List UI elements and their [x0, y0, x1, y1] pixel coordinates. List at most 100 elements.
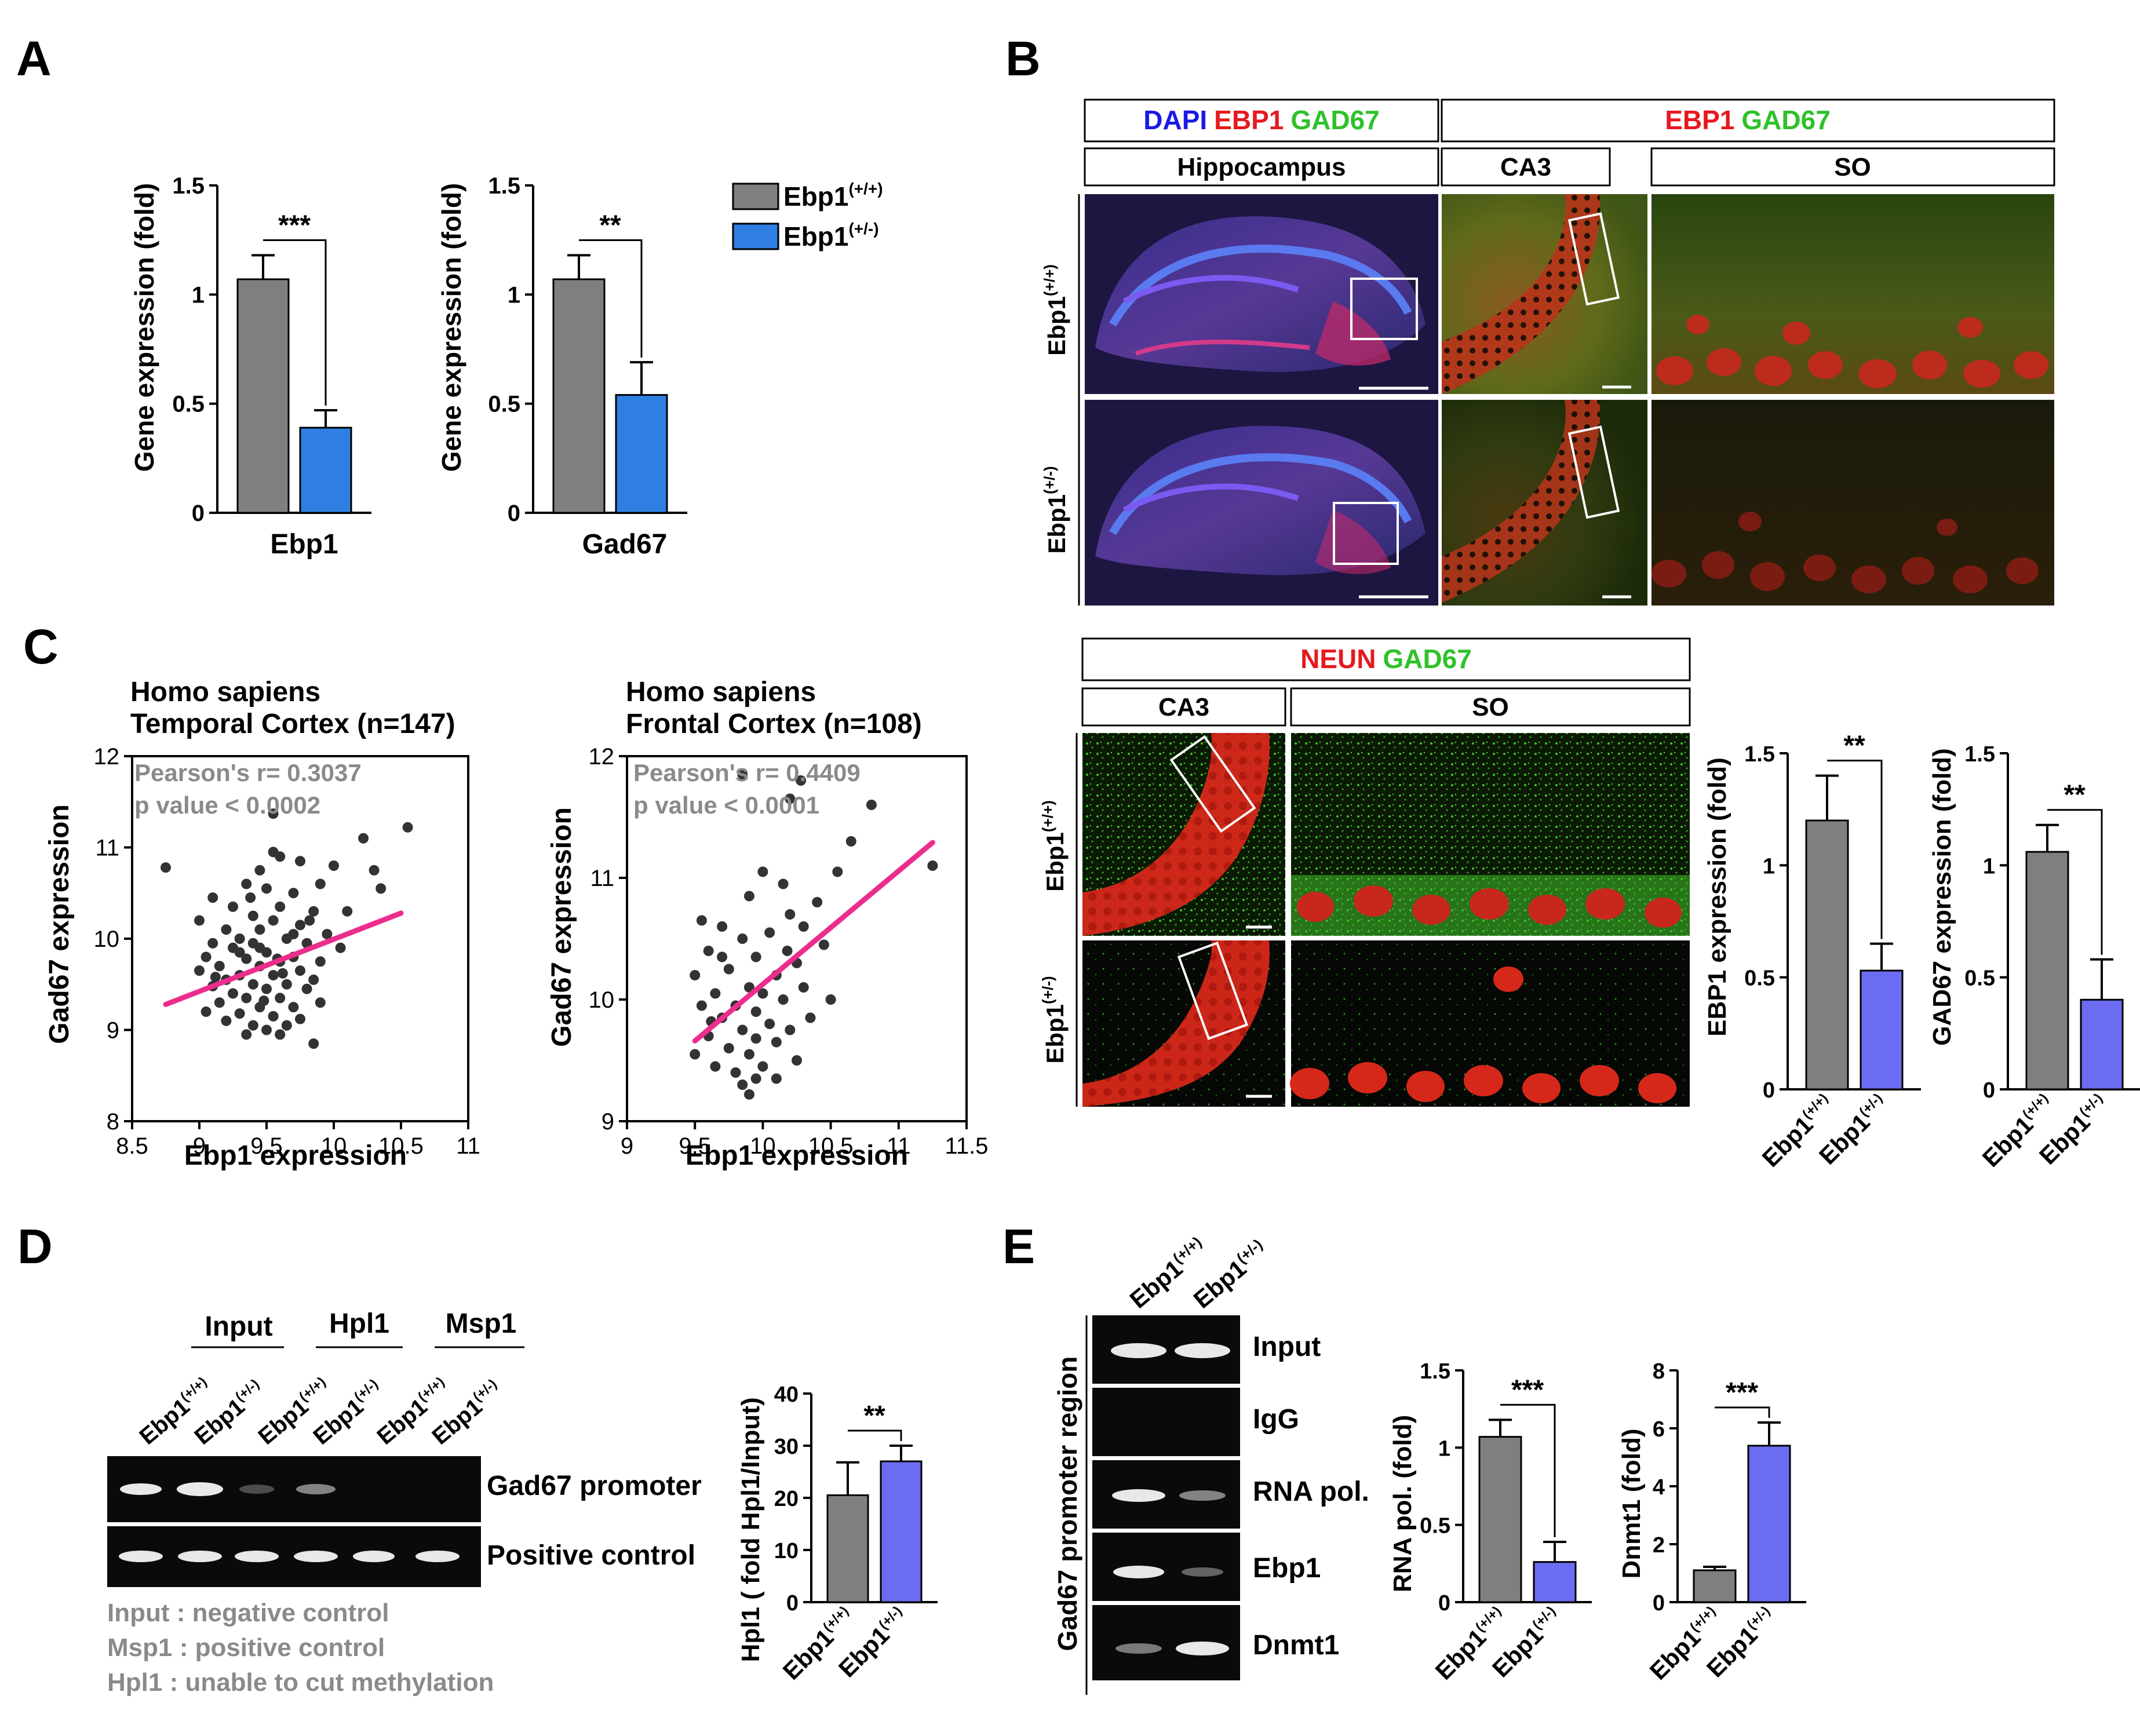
- note-input: Input : negative control: [107, 1599, 389, 1627]
- panel-c-right-stat-2: p value < 0.0001: [633, 792, 819, 819]
- gel-row-positive-control: Positive control: [487, 1540, 695, 1571]
- scatter-point: [825, 994, 836, 1005]
- bar: [615, 394, 668, 514]
- scatter-point: [254, 942, 265, 953]
- y-tick-label: 40: [774, 1383, 799, 1407]
- significance-stars: ***: [1726, 1377, 1758, 1408]
- y-tick-label: 10: [774, 1539, 799, 1563]
- significance-bracket: [1500, 1403, 1556, 1537]
- significance-bracket: [2047, 809, 2103, 955]
- panel-a-ebp1-xlabel: Ebp1: [270, 529, 338, 560]
- x-tick-label: 11: [887, 1133, 911, 1159]
- scatter-point: [275, 901, 286, 912]
- scatter-point: [295, 1013, 305, 1024]
- bar: [1805, 819, 1849, 1091]
- scatter-point: [757, 1061, 768, 1072]
- scatter-point: [730, 1067, 741, 1078]
- gel-row-gad67-promoter: Gad67 promoter: [487, 1471, 702, 1501]
- micrograph-so-het: [1652, 400, 2054, 606]
- gel-group-msp1: Msp1: [446, 1308, 517, 1339]
- scatter-point: [194, 915, 205, 926]
- scatter-point: [798, 982, 809, 993]
- scatter-point: [200, 1006, 212, 1017]
- scatter-point: [723, 964, 734, 975]
- scatter-point: [812, 897, 823, 907]
- scatter-point: [234, 1008, 245, 1019]
- scatter-point: [281, 979, 292, 990]
- fit-line: [692, 840, 935, 1044]
- panel-c-right-stat-1: Pearson's r= 0.4409: [633, 759, 861, 786]
- y-tick-label: 11: [590, 866, 614, 891]
- scatter-point: [322, 929, 333, 940]
- gel-row-igg: IgG: [1253, 1404, 1299, 1435]
- note-hpl1: Hpl1 : unable to cut methylation: [107, 1668, 494, 1697]
- panel-letter-d: D: [17, 1219, 53, 1274]
- y-tick-label: 1.5: [1964, 742, 1995, 767]
- label-gad67-2: GAD67: [1741, 105, 1830, 135]
- y-tick-label: 12: [94, 744, 120, 769]
- panel-c-right-xlabel: Ebp1 expression: [686, 1140, 908, 1171]
- scatter-point: [258, 995, 269, 1006]
- panel-c-right-title-2: Frontal Cortex (n=108): [626, 709, 922, 739]
- y-tick-label: 0.5: [172, 392, 205, 417]
- panel-b-neun-header: NEUN GAD67 CA3 SO: [1081, 637, 1691, 727]
- scatter-point: [275, 993, 286, 1004]
- scatter-point: [743, 982, 754, 993]
- y-tick-label: 1: [1763, 854, 1775, 878]
- scatter-point: [207, 938, 218, 949]
- micrograph-so-wt: [1652, 194, 2054, 394]
- x-tick-label: 9.5: [250, 1133, 283, 1159]
- panel-b-gad67-ylabel: GAD67 expression (fold): [1928, 748, 1956, 1045]
- panel-d-lane-labels: Ebp1(+/+) Ebp1(+/-) Ebp1(+/+) Ebp1(+/-) …: [135, 1374, 500, 1450]
- scatter-point: [743, 891, 754, 902]
- scatter-point: [402, 822, 413, 833]
- panel-e-lane-labels: Ebp1(+/+) Ebp1(+/-): [1125, 1233, 1266, 1314]
- scatter-point: [161, 862, 171, 873]
- scatter-point: [304, 915, 315, 926]
- panel-c-left-xlabel: Ebp1 expression: [184, 1140, 407, 1171]
- panel-c-left-title-1: Homo sapiens: [130, 677, 320, 707]
- note-msp1: Msp1 : positive control: [107, 1633, 385, 1662]
- scatter-point: [710, 988, 721, 999]
- y-tick-label: 9: [601, 1109, 614, 1135]
- scatter-point: [288, 888, 299, 899]
- gel-row-input: Input: [1253, 1332, 1321, 1362]
- scatter-point: [723, 1043, 734, 1053]
- scatter-point: [750, 1033, 761, 1044]
- label-so-2: SO: [1472, 693, 1509, 721]
- scatter-point: [845, 836, 856, 847]
- scatter-point: [228, 988, 238, 999]
- scatter-point: [268, 970, 279, 980]
- scatter-point: [268, 1011, 279, 1022]
- panel-a-gad67-bar-chart: 0 0.5 1 1.5 **: [488, 173, 687, 526]
- panel-c-left-ylabel: Gad67 expression: [44, 804, 75, 1044]
- panel-letter-c: C: [23, 619, 59, 674]
- panel-e-side-label: Gad67 promoter region: [1052, 1356, 1082, 1651]
- panel-letter-b: B: [1005, 31, 1041, 86]
- panel-d-notes: Input : negative control Msp1 : positive…: [107, 1599, 494, 1697]
- bar: [826, 1494, 869, 1603]
- scatter-point: [261, 983, 272, 994]
- scatter-point: [301, 983, 312, 994]
- significance-bracket: [1715, 1406, 1770, 1418]
- micrograph-hippocampus-het: [1085, 400, 1438, 606]
- gel-row-rna-pol: RNA pol.: [1253, 1476, 1369, 1507]
- scatter-point: [247, 910, 258, 921]
- scatter-point: [796, 775, 807, 786]
- bar: [1533, 1561, 1577, 1603]
- y-tick-label: 1: [192, 282, 205, 308]
- scatter-point: [690, 1049, 701, 1060]
- y-tick-label: 8: [1653, 1359, 1665, 1384]
- bar: [2025, 851, 2069, 1091]
- scatter-point: [214, 961, 225, 972]
- scatter-point: [358, 833, 369, 844]
- x-tick-label: 10.5: [808, 1133, 854, 1159]
- scatter-point: [737, 1079, 748, 1090]
- y-tick-label: 1: [508, 282, 520, 308]
- label-gad67: GAD67: [1290, 105, 1379, 135]
- row-label-wt-2: Ebp1(+/+): [1039, 800, 1069, 892]
- scatter-point: [268, 915, 279, 926]
- panel-c-left-stat-2: p value < 0.0002: [134, 792, 320, 819]
